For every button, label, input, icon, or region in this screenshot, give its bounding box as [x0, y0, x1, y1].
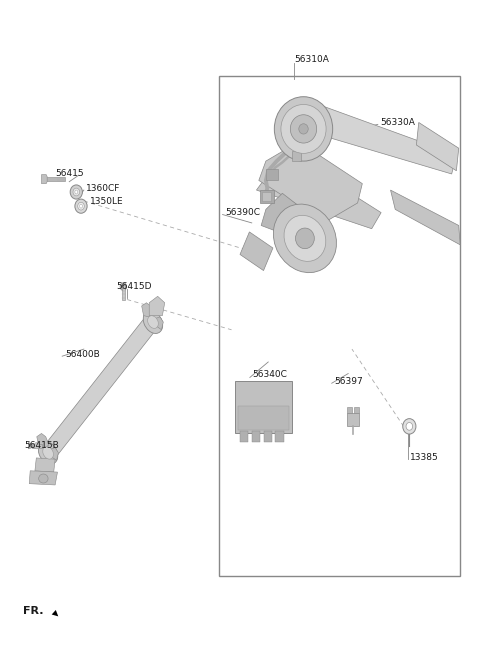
- Ellipse shape: [275, 97, 333, 161]
- Bar: [235, 381, 292, 433]
- Bar: [240, 431, 249, 442]
- Polygon shape: [240, 232, 273, 271]
- Bar: [354, 407, 359, 413]
- Polygon shape: [256, 156, 381, 229]
- Ellipse shape: [43, 447, 53, 459]
- Ellipse shape: [299, 124, 308, 134]
- Polygon shape: [149, 296, 165, 315]
- Text: 56397: 56397: [334, 377, 363, 386]
- Ellipse shape: [296, 228, 314, 248]
- Ellipse shape: [38, 442, 58, 464]
- Bar: [262, 192, 271, 201]
- Text: 56415: 56415: [56, 170, 84, 179]
- Bar: [32, 443, 42, 447]
- Polygon shape: [261, 193, 334, 251]
- Ellipse shape: [39, 474, 48, 483]
- Ellipse shape: [75, 190, 78, 194]
- Polygon shape: [29, 471, 58, 485]
- Text: 1360CF: 1360CF: [86, 184, 120, 193]
- Text: 56390C: 56390C: [225, 208, 260, 217]
- Bar: [347, 407, 352, 413]
- Bar: [122, 285, 125, 300]
- Polygon shape: [46, 177, 65, 181]
- Ellipse shape: [274, 204, 336, 273]
- Polygon shape: [259, 142, 362, 222]
- Polygon shape: [49, 447, 59, 461]
- Text: 56340C: 56340C: [252, 371, 287, 379]
- Bar: [275, 431, 284, 442]
- Bar: [260, 190, 274, 203]
- Bar: [266, 169, 277, 181]
- Bar: [238, 407, 289, 430]
- Polygon shape: [41, 175, 47, 184]
- Ellipse shape: [80, 204, 83, 208]
- Ellipse shape: [75, 199, 87, 214]
- Text: 56415B: 56415B: [24, 442, 60, 450]
- Polygon shape: [416, 122, 459, 171]
- Ellipse shape: [73, 188, 80, 196]
- Polygon shape: [28, 442, 32, 449]
- Ellipse shape: [143, 311, 163, 334]
- Text: 56400B: 56400B: [65, 350, 100, 359]
- Polygon shape: [35, 458, 55, 472]
- Bar: [264, 431, 272, 442]
- Text: FR.: FR.: [23, 606, 43, 616]
- Ellipse shape: [290, 115, 317, 143]
- Polygon shape: [45, 316, 156, 459]
- Polygon shape: [391, 190, 460, 245]
- Ellipse shape: [281, 104, 326, 153]
- Ellipse shape: [78, 202, 84, 210]
- Ellipse shape: [120, 283, 127, 290]
- Text: 13385: 13385: [410, 453, 439, 462]
- Bar: [252, 431, 260, 442]
- Bar: [219, 76, 460, 576]
- Bar: [347, 413, 359, 426]
- Polygon shape: [142, 303, 154, 317]
- Text: 56330A: 56330A: [380, 118, 415, 127]
- Ellipse shape: [284, 215, 326, 261]
- Text: 1350LE: 1350LE: [90, 196, 124, 206]
- Ellipse shape: [406, 422, 413, 430]
- Ellipse shape: [70, 185, 83, 199]
- Text: 56415D: 56415D: [117, 282, 152, 291]
- Polygon shape: [37, 434, 49, 447]
- Bar: [292, 152, 301, 161]
- Polygon shape: [155, 317, 163, 330]
- Ellipse shape: [148, 316, 158, 328]
- Ellipse shape: [34, 442, 40, 449]
- Text: 56310A: 56310A: [294, 55, 329, 64]
- Polygon shape: [294, 100, 456, 174]
- Ellipse shape: [403, 419, 416, 434]
